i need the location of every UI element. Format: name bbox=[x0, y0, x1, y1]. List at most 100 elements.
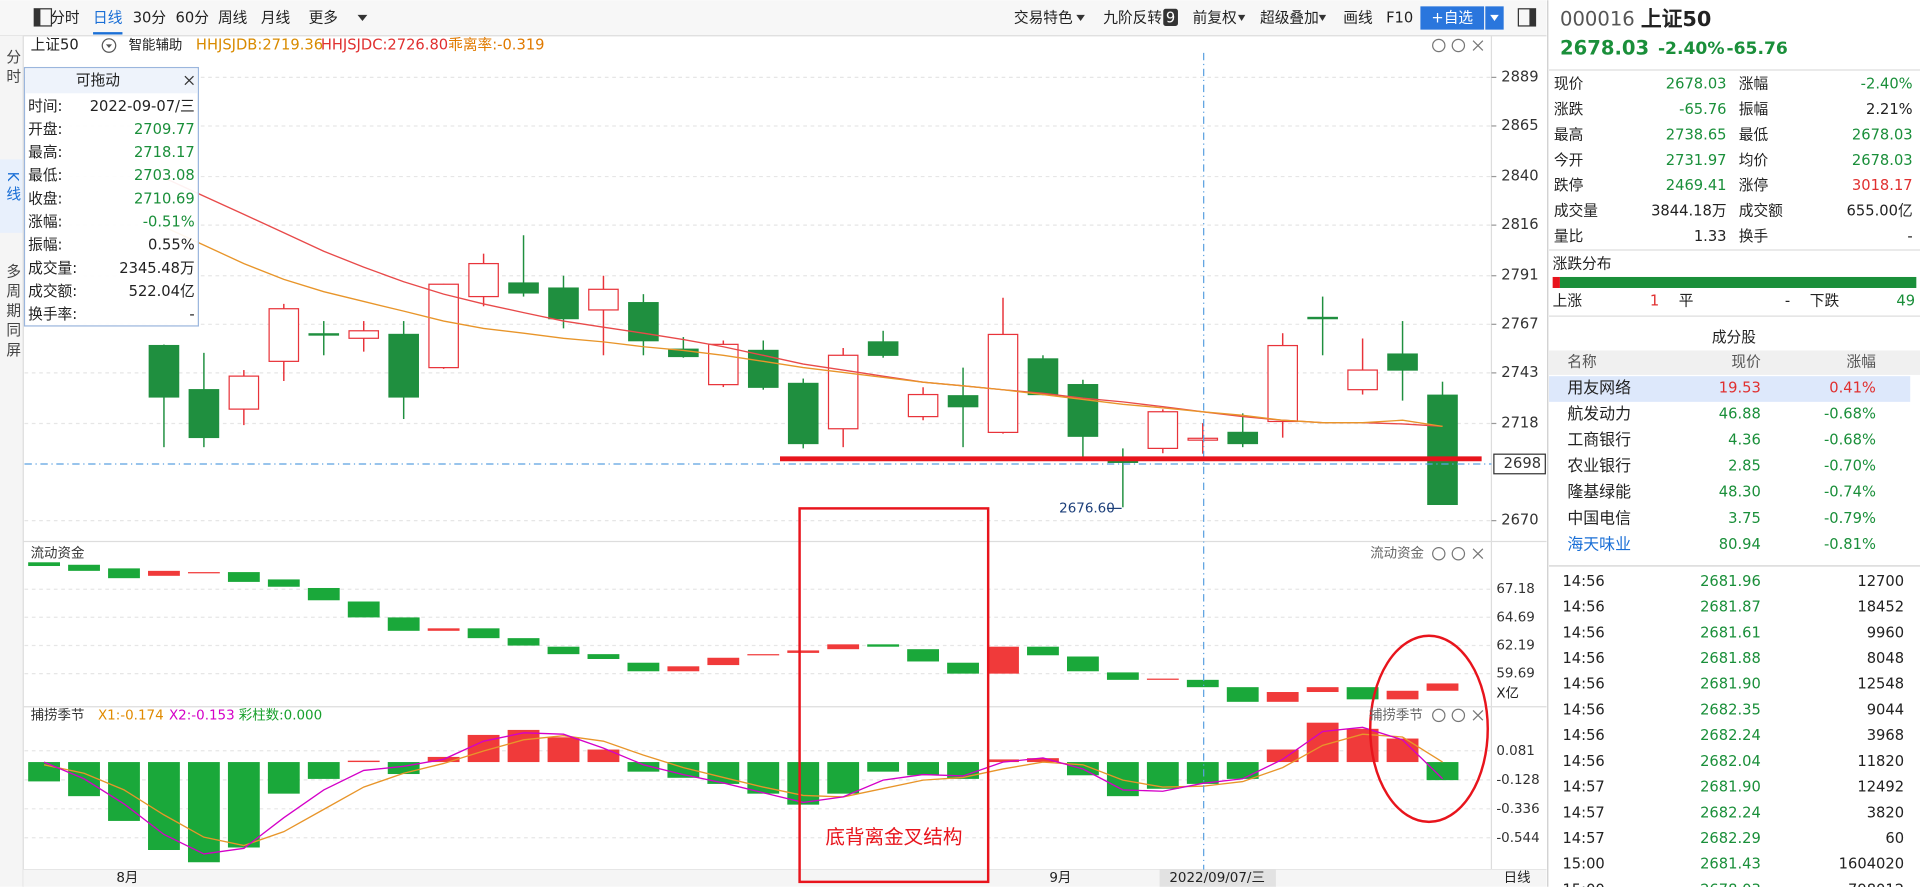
toolbar-tab[interactable]: 分时 bbox=[50, 10, 80, 27]
sidebar-tab[interactable]: 多周期同屏 bbox=[4, 263, 21, 361]
y-tick-label: 2670 bbox=[1501, 512, 1538, 529]
stock-name[interactable]: 隆基绿能 bbox=[1567, 482, 1631, 501]
trade-time: 14:56 bbox=[1562, 701, 1604, 718]
indicator: 乖离率:-0.319 bbox=[448, 37, 544, 54]
toolbar-tab[interactable]: 30分 bbox=[133, 10, 167, 27]
stock-change: -0.81% bbox=[1824, 536, 1876, 553]
flow-bar bbox=[267, 579, 300, 587]
stock-price: 2.85 bbox=[1728, 458, 1761, 475]
close-icon[interactable] bbox=[1472, 40, 1484, 51]
candle-body bbox=[1147, 411, 1179, 449]
candle-body bbox=[1107, 460, 1139, 463]
flow-bar bbox=[747, 654, 780, 656]
ma-line bbox=[163, 177, 1443, 428]
constituents-title: 成分股 bbox=[1712, 329, 1756, 346]
y-tick-label: 64.69 bbox=[1496, 610, 1535, 625]
tooltip-label: 时间: bbox=[28, 98, 62, 115]
toolbar-tool[interactable]: F10 bbox=[1386, 10, 1413, 27]
season-bar bbox=[1426, 762, 1459, 781]
quote-label: 现价 bbox=[1554, 76, 1584, 93]
indicator: 彩柱数:0.000 bbox=[239, 707, 322, 723]
toolbar-tab[interactable]: 日线 bbox=[93, 10, 123, 27]
breadth-down-label: 下跌 bbox=[1810, 292, 1840, 309]
stock-name[interactable]: 中国电信 bbox=[1567, 508, 1631, 527]
settings-icon[interactable] bbox=[1432, 38, 1446, 53]
tooltip-value: 2710.69 bbox=[134, 190, 195, 207]
quote-value: 3844.18万 bbox=[1651, 202, 1726, 219]
trade-price: 2678.03 bbox=[1700, 881, 1761, 887]
trade-price: 2681.90 bbox=[1700, 779, 1761, 796]
toolbar-tool[interactable]: 交易特色 bbox=[1014, 9, 1073, 27]
help-icon[interactable] bbox=[1451, 708, 1466, 723]
flow-bar bbox=[1426, 683, 1459, 691]
season-bar bbox=[747, 762, 780, 794]
toolbar-tool[interactable]: 超级叠加 bbox=[1260, 10, 1319, 27]
settings-icon[interactable] bbox=[1432, 546, 1446, 561]
trade-volume: 18452 bbox=[1857, 599, 1904, 616]
candle-body bbox=[348, 330, 380, 339]
season-title: 捕捞季节 bbox=[31, 707, 85, 723]
season-bar bbox=[667, 762, 700, 778]
candle-body bbox=[1427, 394, 1458, 506]
breadth-up-bar bbox=[1552, 276, 1560, 288]
tooltip-label: 换手率: bbox=[28, 306, 77, 323]
toolbar-tool[interactable]: 九阶反转 bbox=[1103, 10, 1162, 27]
toolbar-tab[interactable]: 周线 bbox=[218, 10, 248, 27]
plot: 2889 2865 2840 2816 2791 2767 2743 2718 2670 2698… bbox=[24, 68, 1546, 863]
tooltip-close[interactable] bbox=[184, 75, 194, 86]
add-watch-button[interactable] bbox=[1420, 6, 1485, 30]
season-bar bbox=[1106, 762, 1139, 797]
stock-name[interactable]: 工商银行 bbox=[1567, 430, 1631, 449]
stock-price: 80.94 bbox=[1719, 536, 1761, 553]
trade-volume: 11820 bbox=[1857, 753, 1904, 770]
trade-time: 14:56 bbox=[1562, 753, 1604, 770]
flow-bar bbox=[987, 646, 1019, 674]
table-header-cell: 名称 bbox=[1567, 354, 1597, 371]
breadth-flat: - bbox=[1785, 292, 1790, 309]
quote-label: 最低 bbox=[1739, 126, 1769, 143]
help-icon[interactable] bbox=[1451, 546, 1466, 561]
settings-icon[interactable] bbox=[1432, 708, 1446, 723]
toolbar-tab[interactable]: 月线 bbox=[261, 10, 291, 27]
flow-bar bbox=[1266, 692, 1299, 702]
indicator: HHJSJDB:2719.36 bbox=[196, 37, 323, 54]
tooltip: 可拖动 时间: 2022-09-07/三开盘: 2709.77 最高: 2718.17 最… bbox=[23, 66, 199, 327]
toolbar-tool[interactable]: 前复权 bbox=[1193, 9, 1237, 27]
stock-name[interactable]: 用友网络 bbox=[1567, 378, 1631, 397]
quote-label: 涨幅 bbox=[1739, 76, 1768, 93]
flow-bar bbox=[1066, 656, 1099, 672]
season-bar bbox=[987, 759, 1019, 763]
sidebar-tab[interactable]: K线 bbox=[4, 172, 21, 206]
assist-label[interactable]: 智能辅助 bbox=[129, 38, 183, 54]
toolbar-tab[interactable]: 60分 bbox=[176, 10, 210, 27]
season-bar bbox=[827, 762, 860, 794]
stock-name[interactable]: 航发动力 bbox=[1567, 404, 1631, 423]
assist-icon[interactable] bbox=[101, 38, 117, 53]
toolbar-tool[interactable]: +自选 bbox=[1431, 10, 1473, 27]
help-icon[interactable] bbox=[1451, 38, 1466, 53]
dropdown-arrow bbox=[357, 14, 368, 22]
stock-name[interactable]: 海天味业 bbox=[1567, 534, 1631, 553]
flow-bar bbox=[1346, 687, 1379, 700]
trade-price: 2681.43 bbox=[1700, 856, 1761, 873]
close-icon[interactable] bbox=[1472, 548, 1484, 560]
toolbar-tool[interactable]: 9 bbox=[1166, 10, 1175, 27]
indicator: X1:-0.174 bbox=[98, 708, 164, 723]
tooltip-label: 最高: bbox=[28, 144, 62, 161]
breadth-title: 涨跌分布 bbox=[1553, 256, 1612, 273]
quote-label: 涨跌 bbox=[1554, 101, 1584, 118]
toolbar-tab[interactable]: 更多 bbox=[309, 10, 338, 27]
x-period-label: 日线 bbox=[1504, 870, 1531, 886]
sidebar-tab[interactable]: 分时 bbox=[4, 49, 21, 88]
close-icon[interactable] bbox=[1472, 710, 1484, 721]
candle-body bbox=[787, 382, 819, 445]
tooltip-header[interactable] bbox=[25, 68, 198, 94]
candle-body bbox=[708, 343, 739, 386]
candle-body bbox=[548, 287, 579, 320]
trade-price: 2682.29 bbox=[1700, 830, 1761, 847]
flow-bar bbox=[347, 601, 380, 618]
stock-name[interactable]: 农业银行 bbox=[1567, 456, 1631, 475]
toolbar-tool[interactable]: 画线 bbox=[1343, 10, 1373, 27]
trade-price: 2681.88 bbox=[1700, 650, 1761, 667]
